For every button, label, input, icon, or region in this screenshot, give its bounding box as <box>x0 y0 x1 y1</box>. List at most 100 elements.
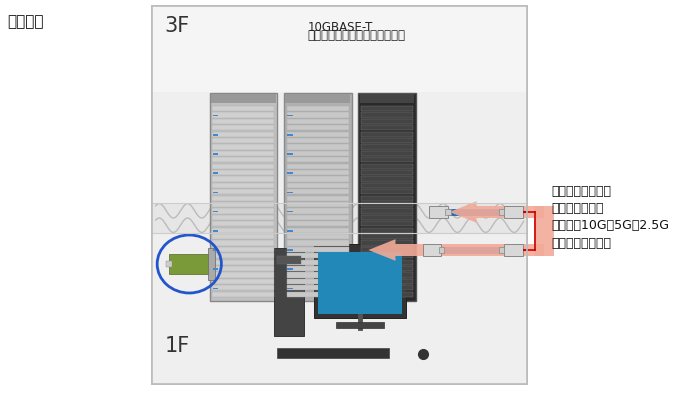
FancyBboxPatch shape <box>287 215 349 220</box>
FancyBboxPatch shape <box>361 196 413 201</box>
FancyBboxPatch shape <box>422 244 441 256</box>
FancyBboxPatch shape <box>212 170 274 175</box>
FancyBboxPatch shape <box>287 125 349 130</box>
FancyBboxPatch shape <box>212 125 274 130</box>
FancyBboxPatch shape <box>212 164 274 169</box>
Text: （チャネル）を: （チャネル）を <box>551 202 604 215</box>
FancyBboxPatch shape <box>361 272 413 278</box>
FancyBboxPatch shape <box>212 228 274 233</box>
FancyBboxPatch shape <box>318 252 402 314</box>
FancyBboxPatch shape <box>504 244 523 256</box>
FancyBboxPatch shape <box>213 192 218 193</box>
FancyBboxPatch shape <box>287 196 349 201</box>
FancyBboxPatch shape <box>287 230 293 232</box>
FancyBboxPatch shape <box>212 189 274 194</box>
FancyBboxPatch shape <box>212 176 274 182</box>
FancyBboxPatch shape <box>212 132 274 137</box>
FancyBboxPatch shape <box>287 260 349 265</box>
FancyBboxPatch shape <box>499 209 504 215</box>
FancyBboxPatch shape <box>361 285 413 290</box>
FancyBboxPatch shape <box>277 348 389 358</box>
Text: 接続例）: 接続例） <box>7 14 43 29</box>
FancyBboxPatch shape <box>212 112 274 118</box>
FancyBboxPatch shape <box>287 138 349 143</box>
FancyBboxPatch shape <box>287 268 293 270</box>
FancyBboxPatch shape <box>287 247 349 252</box>
FancyBboxPatch shape <box>212 144 274 150</box>
Text: 1F: 1F <box>164 336 189 356</box>
Text: 機器間の通信経路: 機器間の通信経路 <box>551 185 611 198</box>
FancyBboxPatch shape <box>287 292 349 297</box>
FancyBboxPatch shape <box>212 202 274 207</box>
FancyBboxPatch shape <box>212 221 274 226</box>
FancyBboxPatch shape <box>361 151 413 156</box>
FancyBboxPatch shape <box>152 6 527 384</box>
FancyBboxPatch shape <box>212 138 274 143</box>
FancyBboxPatch shape <box>212 279 274 284</box>
FancyBboxPatch shape <box>287 153 293 155</box>
FancyBboxPatch shape <box>213 230 218 232</box>
FancyBboxPatch shape <box>361 240 413 246</box>
FancyBboxPatch shape <box>213 268 218 270</box>
FancyBboxPatch shape <box>152 6 527 92</box>
FancyBboxPatch shape <box>361 106 413 111</box>
FancyBboxPatch shape <box>361 183 413 188</box>
FancyBboxPatch shape <box>212 285 274 290</box>
Text: マルチギガビット対応サーバー: マルチギガビット対応サーバー <box>308 29 406 42</box>
FancyBboxPatch shape <box>287 106 349 111</box>
FancyBboxPatch shape <box>212 183 274 188</box>
FancyBboxPatch shape <box>287 115 293 116</box>
FancyBboxPatch shape <box>361 119 413 124</box>
FancyBboxPatch shape <box>287 157 349 162</box>
FancyBboxPatch shape <box>212 208 274 214</box>
FancyBboxPatch shape <box>287 208 349 214</box>
FancyBboxPatch shape <box>361 266 413 271</box>
FancyBboxPatch shape <box>212 151 274 156</box>
FancyArrow shape <box>450 201 526 223</box>
FancyBboxPatch shape <box>526 206 544 218</box>
FancyBboxPatch shape <box>361 189 413 194</box>
FancyBboxPatch shape <box>287 112 349 118</box>
Text: 3F: 3F <box>164 16 189 36</box>
FancyBboxPatch shape <box>212 292 274 297</box>
FancyBboxPatch shape <box>212 196 274 201</box>
FancyBboxPatch shape <box>213 134 218 136</box>
FancyBboxPatch shape <box>287 266 349 271</box>
FancyBboxPatch shape <box>287 144 349 150</box>
FancyBboxPatch shape <box>499 247 504 253</box>
FancyBboxPatch shape <box>152 6 527 192</box>
FancyBboxPatch shape <box>212 234 274 239</box>
FancyBboxPatch shape <box>361 234 413 239</box>
FancyBboxPatch shape <box>429 206 448 218</box>
FancyBboxPatch shape <box>287 170 349 175</box>
FancyBboxPatch shape <box>534 206 554 256</box>
FancyBboxPatch shape <box>526 244 544 256</box>
FancyBboxPatch shape <box>287 202 349 207</box>
FancyBboxPatch shape <box>358 93 416 301</box>
FancyBboxPatch shape <box>361 292 413 297</box>
FancyBboxPatch shape <box>287 119 349 124</box>
FancyBboxPatch shape <box>360 94 414 103</box>
FancyBboxPatch shape <box>213 172 218 174</box>
FancyBboxPatch shape <box>287 151 349 156</box>
FancyBboxPatch shape <box>213 115 218 116</box>
FancyBboxPatch shape <box>361 215 413 220</box>
FancyBboxPatch shape <box>152 192 527 384</box>
FancyBboxPatch shape <box>287 189 349 194</box>
FancyBboxPatch shape <box>152 203 527 233</box>
FancyBboxPatch shape <box>285 94 350 103</box>
Text: を自動切り替え！: を自動切り替え！ <box>551 236 611 250</box>
FancyArrow shape <box>368 239 526 261</box>
FancyBboxPatch shape <box>287 288 293 289</box>
FancyBboxPatch shape <box>287 132 349 137</box>
FancyBboxPatch shape <box>212 106 274 111</box>
FancyBboxPatch shape <box>287 234 349 239</box>
FancyBboxPatch shape <box>287 285 349 290</box>
FancyBboxPatch shape <box>213 249 218 251</box>
FancyBboxPatch shape <box>169 254 210 274</box>
FancyBboxPatch shape <box>287 272 349 278</box>
FancyBboxPatch shape <box>287 211 293 212</box>
FancyBboxPatch shape <box>361 176 413 182</box>
FancyBboxPatch shape <box>361 253 413 258</box>
FancyBboxPatch shape <box>361 138 413 143</box>
